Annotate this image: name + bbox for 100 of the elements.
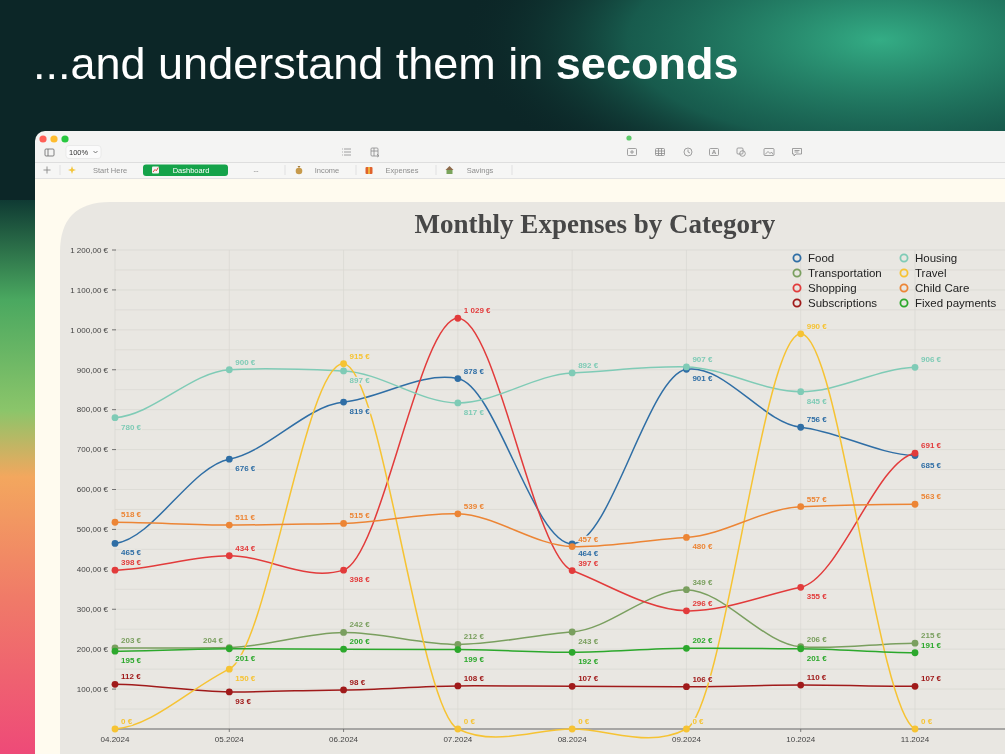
- y-tick-label: 700,00 €: [76, 445, 109, 455]
- point: [225, 366, 233, 374]
- data-label: 112 €: [121, 672, 142, 682]
- data-label: 511 €: [235, 513, 256, 523]
- data-label: 557 €: [806, 494, 828, 504]
- data-label: 878 €: [463, 366, 485, 376]
- legend-label: Food: [808, 252, 835, 264]
- point: [111, 680, 119, 688]
- data-label: 212 €: [463, 632, 485, 642]
- data-label: 215 €: [921, 631, 942, 641]
- data-label: 200 €: [349, 637, 371, 647]
- data-label: 204 €: [202, 635, 224, 645]
- data-label: 195 €: [121, 656, 142, 666]
- data-label: 685 €: [921, 460, 942, 470]
- data-label: 398 €: [349, 575, 371, 585]
- point: [111, 414, 119, 422]
- point: [568, 682, 576, 690]
- point: [797, 330, 805, 338]
- point: [225, 552, 233, 560]
- y-tick-label: 200,00 €: [76, 644, 109, 654]
- data-label: 191 €: [921, 640, 942, 650]
- data-label: 349 €: [692, 577, 713, 587]
- data-label: 203 €: [121, 635, 142, 645]
- point: [683, 534, 690, 541]
- data-label: 0 €: [692, 717, 705, 726]
- data-label: 817 €: [463, 407, 485, 417]
- chart-title: Monthly Expenses by Category: [414, 209, 776, 239]
- data-label: 0 €: [921, 717, 933, 726]
- y-tick-label: 500,00 €: [76, 525, 109, 535]
- y-tick-label: 100,00 €: [76, 684, 109, 694]
- point: [683, 586, 690, 594]
- data-label: 756 €: [806, 415, 828, 425]
- x-tick-label: 09.2024: [671, 735, 702, 744]
- data-label: 202 €: [692, 636, 713, 646]
- data-label: 106 €: [692, 674, 713, 684]
- point: [454, 682, 462, 690]
- data-label: 480 €: [692, 542, 713, 552]
- data-label: 901 €: [692, 374, 713, 384]
- data-label: 518 €: [121, 510, 142, 520]
- point: [797, 583, 805, 591]
- data-label: 192 €: [578, 657, 599, 667]
- data-label: 691 €: [921, 441, 942, 451]
- point: [340, 566, 347, 574]
- legend-label: Child Care: [915, 282, 970, 294]
- point: [111, 539, 119, 547]
- data-label: 900 €: [235, 357, 256, 367]
- data-label: 110 €: [806, 673, 827, 683]
- y-tick-label: 800,00 €: [76, 405, 109, 415]
- point: [454, 399, 462, 407]
- legend-label: Fixed payments: [915, 297, 997, 309]
- point: [111, 566, 119, 574]
- legend-label: Travel: [915, 267, 947, 279]
- data-label: 780 €: [121, 422, 142, 432]
- data-label: 464 €: [578, 548, 599, 558]
- y-tick-label: 1 200,00 €: [70, 245, 109, 255]
- data-label: 0 €: [121, 717, 133, 726]
- data-label: 355 €: [806, 592, 828, 602]
- data-label: 892 €: [578, 360, 599, 370]
- data-label: 107 €: [921, 674, 942, 684]
- point: [683, 683, 690, 691]
- point: [340, 520, 347, 527]
- data-label: 1 029 €: [463, 306, 492, 316]
- data-label: 242 €: [349, 620, 371, 630]
- point: [454, 510, 462, 518]
- point: [340, 360, 347, 368]
- data-label: 990 €: [806, 321, 828, 331]
- point: [340, 629, 347, 636]
- point: [797, 423, 805, 431]
- data-label: 98 €: [349, 677, 366, 687]
- point: [568, 567, 576, 574]
- point: [454, 646, 462, 653]
- data-label: 0 €: [463, 717, 476, 726]
- y-tick-label: 300,00 €: [76, 605, 109, 615]
- data-label: 907 €: [692, 354, 713, 364]
- legend-label: Subscriptions: [808, 297, 878, 309]
- x-tick-label: 07.2024: [443, 735, 473, 744]
- x-tick-label: 10.2024: [786, 735, 816, 744]
- x-tick-label: 04.2024: [100, 735, 131, 744]
- point: [797, 503, 805, 511]
- y-tick-label: 900,00 €: [76, 365, 109, 375]
- point: [683, 607, 690, 615]
- point: [340, 645, 347, 653]
- data-label: 465 €: [121, 548, 142, 558]
- point: [454, 375, 462, 382]
- y-tick-label: 1 100,00 €: [70, 285, 109, 295]
- data-label: 676 €: [235, 464, 256, 474]
- legend-label: Transportation: [808, 267, 882, 279]
- point: [911, 500, 919, 508]
- data-label: 915 €: [349, 351, 371, 361]
- data-label: 398 €: [121, 558, 142, 568]
- point: [683, 644, 690, 652]
- point: [340, 367, 347, 375]
- y-tick-label: 600,00 €: [76, 485, 109, 495]
- point: [225, 665, 233, 673]
- data-label: 107 €: [578, 674, 599, 684]
- data-label: 108 €: [463, 673, 485, 683]
- point: [340, 686, 347, 694]
- data-label: 515 €: [349, 511, 371, 521]
- x-tick-label: 05.2024: [214, 735, 245, 744]
- point: [454, 314, 462, 322]
